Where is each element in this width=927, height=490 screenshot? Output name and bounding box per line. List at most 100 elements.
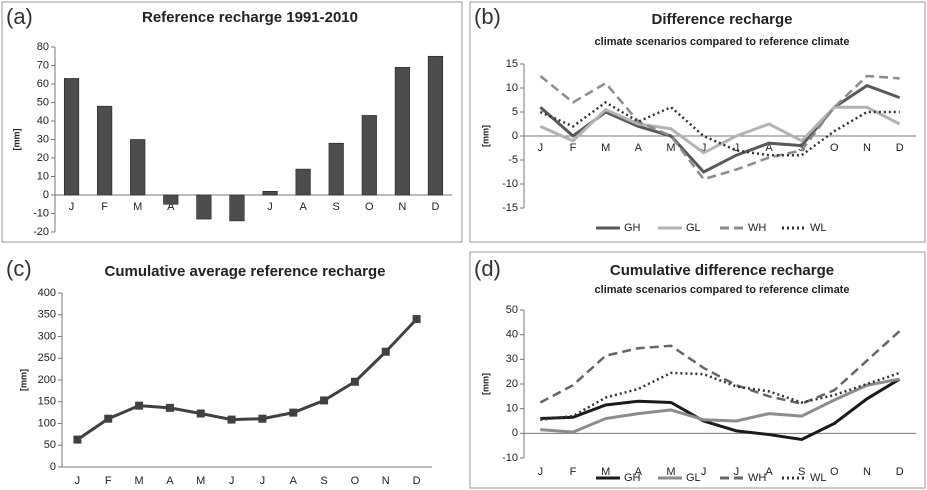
y-tick-label: 250: [38, 352, 56, 364]
panel-frame: [469, 251, 926, 489]
panel-frame: [1, 1, 463, 243]
marker: [412, 315, 421, 324]
y-tick-label: 400: [38, 287, 56, 299]
y-tick-label: 0: [512, 130, 518, 142]
x-tick-label: O: [830, 142, 839, 154]
x-tick-label: D: [413, 475, 421, 487]
bar: [427, 55, 444, 196]
y-tick-label: 10: [506, 82, 518, 94]
y-tick-label: 150: [38, 396, 56, 408]
x-tick-label: O: [365, 201, 374, 213]
x-tick-label: A: [166, 475, 174, 487]
panel-label: (a): [6, 4, 33, 29]
x-tick-label: M: [601, 142, 610, 154]
x-tick-label: M: [196, 475, 205, 487]
x-tick-label: D: [896, 466, 904, 478]
panel-label: (d): [474, 256, 501, 281]
chart-title: Cumulative average reference recharge: [105, 263, 386, 280]
y-tick-label: -10: [502, 452, 518, 464]
bar: [63, 78, 80, 196]
marker: [165, 403, 174, 412]
y-tick-label: 350: [38, 309, 56, 321]
series-line: [539, 83, 901, 174]
marker: [289, 408, 298, 417]
x-tick-label: J: [69, 201, 75, 213]
x-tick-label: N: [382, 475, 390, 487]
x-tick-label: S: [333, 201, 340, 213]
x-tick-label: J: [75, 475, 81, 487]
chart-title: Cumulative difference recharge: [610, 262, 834, 279]
x-tick-label: A: [635, 142, 643, 154]
chart-title: Reference recharge 1991-2010: [142, 9, 358, 26]
x-tick-label: S: [798, 142, 805, 154]
y-tick-label: 30: [506, 353, 518, 365]
chart-subtitle: climate scenarios compared to reference …: [595, 284, 850, 296]
marker: [350, 377, 359, 386]
chart-subtitle: climate scenarios compared to reference …: [595, 36, 850, 48]
y-tick-label: -10: [33, 207, 49, 219]
bar: [394, 67, 410, 196]
x-tick-label: M: [133, 201, 142, 213]
y-tick-label: 0: [50, 461, 56, 473]
legend-label: GL: [686, 472, 701, 484]
x-tick-label: J: [260, 475, 266, 487]
legend-label: WH: [748, 472, 766, 484]
marker: [104, 414, 113, 423]
x-tick-label: A: [765, 142, 773, 154]
legend-label: WL: [810, 472, 827, 484]
x-tick-label: J: [701, 142, 707, 154]
x-tick-label: M: [666, 142, 675, 154]
x-tick-label: A: [299, 201, 307, 213]
x-tick-label: S: [798, 466, 805, 478]
x-tick-label: F: [105, 475, 112, 487]
x-tick-label: J: [538, 466, 544, 478]
bar: [196, 194, 212, 220]
marker: [73, 435, 82, 444]
y-tick-label: 70: [37, 59, 49, 71]
marker: [227, 415, 236, 424]
panel-label: (b): [474, 4, 501, 29]
y-tick-label: -5: [508, 154, 518, 166]
marker: [320, 396, 329, 405]
y-tick-label: 10: [37, 170, 49, 182]
legend-label: GH: [624, 472, 641, 484]
legend-label: GL: [686, 222, 701, 234]
y-tick-label: 40: [37, 115, 49, 127]
marker: [258, 414, 267, 423]
x-tick-label: N: [398, 201, 406, 213]
y-tick-label: 80: [37, 41, 49, 53]
bar: [97, 105, 113, 196]
x-tick-label: S: [320, 475, 327, 487]
y-tick-label: 100: [38, 417, 56, 429]
x-tick-label: M: [601, 466, 610, 478]
y-tick-label: 20: [37, 152, 49, 164]
y-tick-label: 60: [37, 78, 49, 90]
bar: [361, 115, 377, 196]
y-axis-label: [mm]: [11, 128, 21, 150]
x-tick-label: D: [896, 142, 904, 154]
panel-frame: [469, 1, 926, 243]
marker: [381, 347, 390, 356]
legend-label: WH: [748, 222, 766, 234]
bar: [328, 142, 344, 196]
y-tick-label: -20: [33, 226, 49, 238]
x-tick-label: N: [863, 466, 871, 478]
y-tick-label: 10: [506, 403, 518, 415]
x-tick-label: J: [734, 142, 740, 154]
marker: [196, 409, 205, 418]
x-tick-label: F: [570, 142, 577, 154]
y-tick-label: 50: [506, 304, 518, 316]
x-tick-label: J: [701, 466, 707, 478]
y-tick-label: 5: [512, 106, 518, 118]
x-tick-label: A: [765, 466, 773, 478]
y-tick-label: 30: [37, 133, 49, 145]
y-tick-label: 300: [38, 330, 56, 342]
y-tick-label: 15: [506, 58, 518, 70]
y-tick-label: 0: [43, 189, 49, 201]
y-tick-label: 40: [506, 329, 518, 341]
y-axis-label: [mm]: [18, 369, 28, 391]
series-line: [539, 105, 901, 155]
y-tick-label: 50: [44, 439, 56, 451]
panel-label: (c): [6, 256, 32, 281]
